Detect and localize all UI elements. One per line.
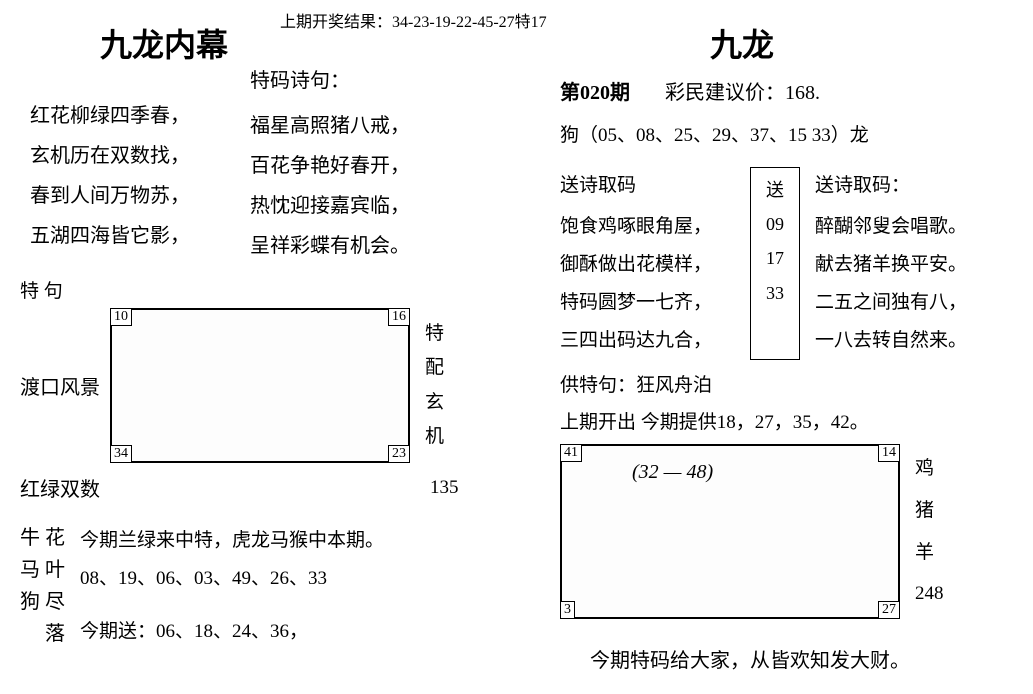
corner-br: 27 xyxy=(878,601,900,619)
right-poem-col-2: 送诗取码： 醉醐邻叟会唱歌。 献去猪羊换平安。 二五之间独有八， 一八去转自然来… xyxy=(815,167,1000,360)
corner-tr: 14 xyxy=(878,444,900,462)
final-line: 今期特码给大家，从皆欢知发大财。 xyxy=(590,644,1010,673)
poem-line: 红花柳绿四季春， xyxy=(30,96,250,136)
poem-line: 玄机历在双数找， xyxy=(30,136,250,176)
corner-bl: 3 xyxy=(560,601,575,619)
animals-line: 狗（05、08、25、29、37、15 33）龙 xyxy=(560,120,1010,147)
corner-tl: 41 xyxy=(560,444,582,462)
side-char: 特 xyxy=(425,317,444,351)
corner-br: 23 xyxy=(388,445,410,463)
bottom-text: 今期兰绿来中特，虎龙马猴中本期。 08、19、06、03、49、26、33 今期… xyxy=(80,522,384,651)
animal-char: 牛 xyxy=(20,522,40,554)
right-title: 九龙 xyxy=(710,20,1010,66)
picture-label: 渡口风景 xyxy=(20,371,110,400)
side-char: 鸡 xyxy=(915,448,944,490)
left-poem-block: 红花柳绿四季春， 玄机历在双数找， 春到人间万物苏， 五湖四海皆它影， 特码诗句… xyxy=(20,96,540,266)
corner-tr: 16 xyxy=(388,308,410,326)
side-char: 248 xyxy=(915,573,944,615)
right-poem-section: 送诗取码 饱食鸡啄眼角屋， 御酥做出花模样， 特码圆梦一七齐， 三四出码达九合，… xyxy=(560,167,1010,360)
poem-line: 饱食鸡啄眼角屋， xyxy=(560,208,735,246)
left-poem-col-2: 特码诗句： 福星高照猪八戒， 百花争艳好春开， 热忱迎接嘉宾临， 呈祥彩蝶有机会… xyxy=(250,96,470,266)
bottom-poem: 花 叶 尽 落 xyxy=(45,522,65,651)
left-title: 九龙内幕 xyxy=(100,20,540,66)
poem-line: 三四出码达九合， xyxy=(560,322,735,360)
side-char: 猪 xyxy=(915,490,944,532)
left-panel: 九龙内幕 红花柳绿四季春， 玄机历在双数找， 春到人间万物苏， 五湖四海皆它影，… xyxy=(20,20,540,651)
poem-line: 一八去转自然来。 xyxy=(815,322,1000,360)
bottom-left-block: 牛 马 狗 花 叶 尽 落 今期兰绿来中特，虎龙马猴中本期。 08、19、06、… xyxy=(20,522,540,651)
side-char: 玄 xyxy=(425,386,444,420)
bottom-line: 今期送：06、18、24、36， xyxy=(80,613,384,651)
left-poem-col-1: 红花柳绿四季春， 玄机历在双数找， 春到人间万物苏， 五湖四海皆它影， xyxy=(30,96,250,266)
animal-char: 狗 xyxy=(20,586,40,618)
corner-tl: 10 xyxy=(110,308,132,326)
send-box: 送 09 17 33 xyxy=(750,167,800,360)
send-item: 33 xyxy=(766,276,784,310)
right-picture-row: 41 14 3 27 (32 — 48) 鸡 猪 羊 248 xyxy=(560,444,1010,619)
poem-char: 叶 xyxy=(45,554,65,586)
poem-head: 送诗取码 xyxy=(560,167,735,205)
left-picture-side: 特 配 玄 机 xyxy=(425,317,444,454)
poem-char: 落 xyxy=(45,618,65,650)
poem-line: 献去猪羊换平安。 xyxy=(815,246,1000,284)
supply-line: 供特句：狂风舟泊 xyxy=(560,370,1010,397)
right-panel: 九龙 第020期 彩民建议价：168. 狗（05、08、25、29、37、15 … xyxy=(560,20,1010,673)
period-label: 第020期 xyxy=(560,82,630,104)
animal-char: 马 xyxy=(20,554,40,586)
poem-line: 醉醐邻叟会唱歌。 xyxy=(815,208,1000,246)
send-item: 送 xyxy=(766,173,784,207)
right-picture-box: 41 14 3 27 (32 — 48) xyxy=(560,444,900,619)
poem-line: 福星高照猪八戒， xyxy=(250,106,470,146)
poem-head: 特码诗句： xyxy=(250,61,470,101)
poem-line: 特码圆梦一七齐， xyxy=(560,284,735,322)
suggest-price: 彩民建议价：168. xyxy=(665,82,820,104)
poem-line: 百花争艳好春开， xyxy=(250,146,470,186)
left-picture-box: 10 16 34 23 xyxy=(110,308,410,463)
poem-line: 呈祥彩蝶有机会。 xyxy=(250,226,470,266)
right-poem-col-1: 送诗取码 饱食鸡啄眼角屋， 御酥做出花模样， 特码圆梦一七齐， 三四出码达九合， xyxy=(560,167,735,360)
special-label: 特 句 xyxy=(20,276,540,303)
poem-line: 二五之间独有八， xyxy=(815,284,1000,322)
red-green-row: 红绿双数 135 xyxy=(20,473,540,502)
send-item: 17 xyxy=(766,241,784,275)
red-green-num: 135 xyxy=(430,477,459,499)
poem-line: 五湖四海皆它影， xyxy=(30,216,250,256)
poem-line: 御酥做出花模样， xyxy=(560,246,735,284)
poem-char: 尽 xyxy=(45,586,65,618)
right-picture-side: 鸡 猪 羊 248 xyxy=(915,448,944,615)
corner-bl: 34 xyxy=(110,445,132,463)
side-char: 羊 xyxy=(915,532,944,574)
side-char: 配 xyxy=(425,351,444,385)
left-picture-row: 渡口风景 10 16 34 23 特 配 玄 机 xyxy=(20,308,540,463)
poem-head: 送诗取码： xyxy=(815,167,1000,205)
send-item: 09 xyxy=(766,207,784,241)
right-subhead: 第020期 彩民建议价：168. xyxy=(560,76,1010,105)
poem-char: 花 xyxy=(45,522,65,554)
poem-line: 热忱迎接嘉宾临， xyxy=(250,186,470,226)
bottom-animals: 牛 马 狗 xyxy=(20,522,40,651)
bottom-line: 今期兰绿来中特，虎龙马猴中本期。 xyxy=(80,522,384,560)
last-open-line: 上期开出 今期提供18，27，35，42。 xyxy=(560,407,1010,434)
inner-nums: (32 — 48) xyxy=(632,461,713,484)
poem-line: 春到人间万物苏， xyxy=(30,176,250,216)
bottom-line: 08、19、06、03、49、26、33 xyxy=(80,560,384,598)
red-green-label: 红绿双数 xyxy=(20,473,100,502)
side-char: 机 xyxy=(425,420,444,454)
